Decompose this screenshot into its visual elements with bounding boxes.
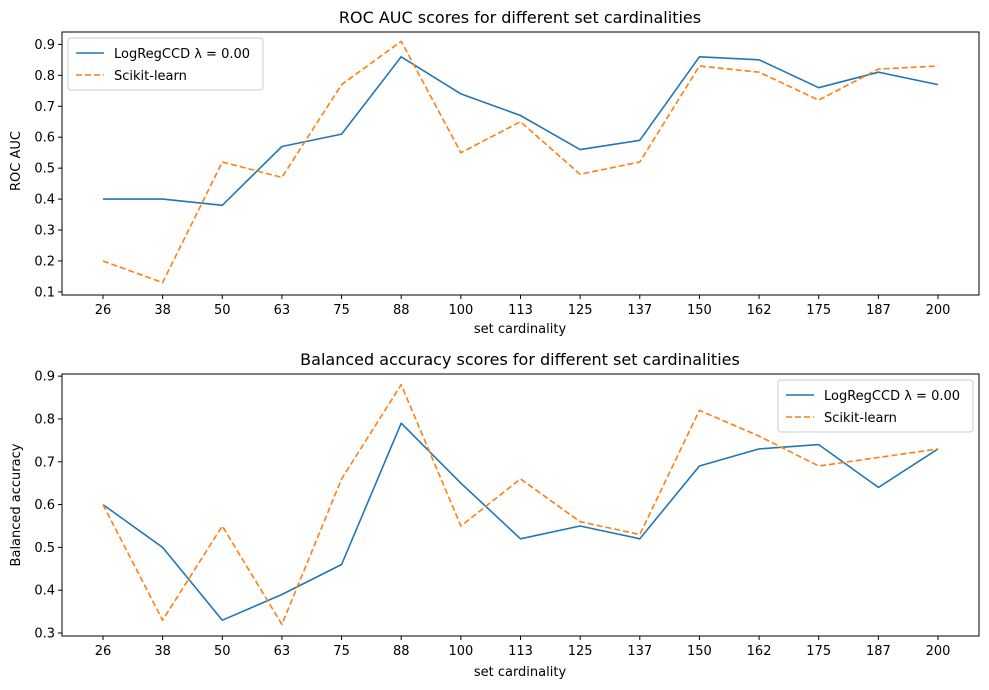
x-tick-label: 175: [806, 303, 831, 318]
y-tick-label: 0.5: [34, 162, 55, 177]
x-tick-label: 150: [687, 644, 712, 659]
x-tick-label: 200: [926, 644, 951, 659]
y-tick-label: 0.3: [34, 224, 55, 239]
x-tick-label: 125: [568, 303, 593, 318]
series-line: [102, 40, 939, 284]
x-tick-label: 113: [508, 303, 533, 318]
x-tick-label: 137: [627, 303, 652, 318]
x-tick-label: 100: [448, 644, 473, 659]
y-tick-label: 0.8: [34, 69, 55, 84]
x-tick-label: 63: [274, 303, 291, 318]
x-tick-label: 63: [274, 644, 291, 659]
x-tick-label: 75: [333, 303, 350, 318]
plot-area: 26 38 50 63 75 88 100 113 125 137 150 162 175 187 200 0…: [34, 370, 980, 659]
y-tick-label: 0.9: [34, 38, 55, 53]
x-tick-label: 26: [95, 644, 112, 659]
legend-label: LogRegCCD λ = 0.00: [114, 47, 250, 62]
y-tick-label: 0.5: [34, 541, 55, 556]
x-tick-label: 88: [393, 644, 410, 659]
x-tick-label: 150: [687, 303, 712, 318]
x-tick-label: 175: [806, 644, 831, 659]
x-tick-label: 187: [866, 644, 891, 659]
y-tick-label: 0.8: [34, 412, 55, 427]
plot-area: 26 38 50 63 75 88 100 113 125 137 150 162 175 187 200 0…: [34, 31, 980, 318]
y-tick-label: 0.3: [34, 627, 55, 642]
x-tick-label: 162: [747, 303, 772, 318]
series-line: [103, 55, 939, 207]
x-tick-label: 200: [926, 303, 951, 318]
legend-label: Scikit-learn: [114, 69, 187, 84]
chart-title: ROC AUC scores for different set cardina…: [339, 8, 701, 27]
chart-title: Balanced accuracy scores for different s…: [300, 350, 740, 369]
x-tick-label: 187: [866, 303, 891, 318]
y-axis-label: Balanced accuracy: [9, 443, 24, 566]
legend-label: Scikit-learn: [824, 411, 897, 426]
y-tick-label: 0.7: [34, 455, 55, 470]
y-tick-label: 0.6: [34, 131, 55, 146]
x-tick-label: 26: [95, 303, 112, 318]
x-tick-label: 75: [333, 644, 350, 659]
y-tick-label: 0.6: [34, 498, 55, 513]
balanced-accuracy-panel: Balanced accuracy scores for different s…: [9, 350, 980, 680]
y-tick-label: 0.4: [34, 193, 55, 208]
x-tick-label: 100: [448, 303, 473, 318]
y-tick-label: 0.4: [34, 584, 55, 599]
x-axis-label: set cardinality: [474, 322, 567, 337]
x-tick-label: 50: [214, 644, 231, 659]
legend-box: [777, 379, 974, 433]
x-tick-label: 137: [627, 644, 652, 659]
x-axis-label: set cardinality: [474, 665, 567, 680]
y-tick-label: 0.1: [34, 285, 55, 300]
series-line: [102, 383, 939, 626]
y-tick-label: 0.2: [34, 254, 55, 269]
x-tick-label: 38: [154, 303, 171, 318]
series-line: [102, 422, 939, 622]
x-tick-label: 113: [508, 644, 533, 659]
legend-box: [67, 37, 264, 91]
x-tick-label: 125: [568, 644, 593, 659]
x-tick-label: 162: [747, 644, 772, 659]
y-tick-label: 0.9: [34, 370, 55, 385]
y-tick-label: 0.7: [34, 100, 55, 115]
y-axis-label: ROC AUC: [9, 131, 24, 191]
x-tick-label: 50: [214, 303, 231, 318]
x-tick-label: 38: [154, 644, 171, 659]
legend-label: LogRegCCD λ = 0.00: [824, 389, 960, 404]
roc-auc-panel: ROC AUC scores for different set cardina…: [9, 8, 980, 337]
x-tick-label: 88: [393, 303, 410, 318]
